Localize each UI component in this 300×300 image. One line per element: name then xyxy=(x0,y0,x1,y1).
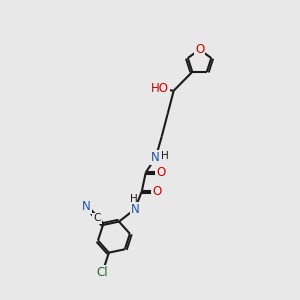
Text: N: N xyxy=(152,151,160,164)
Text: N: N xyxy=(82,200,91,213)
Text: O: O xyxy=(156,166,165,179)
Text: C: C xyxy=(93,213,101,223)
Text: O: O xyxy=(195,43,204,56)
Text: HO: HO xyxy=(151,82,169,95)
Text: Cl: Cl xyxy=(97,266,108,279)
Text: O: O xyxy=(152,185,161,198)
Text: H: H xyxy=(130,194,138,204)
Text: H: H xyxy=(161,152,169,161)
Text: N: N xyxy=(130,203,139,216)
